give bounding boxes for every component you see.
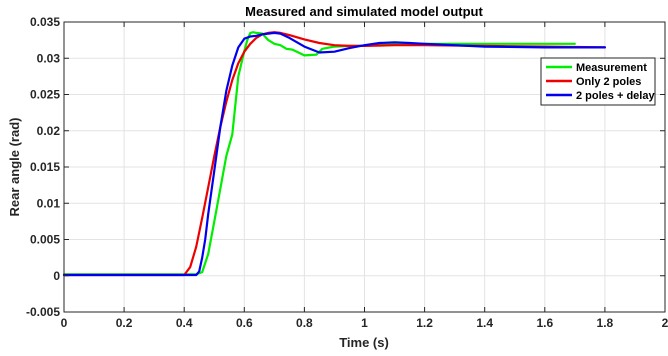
x-axis-label: Time (s)	[339, 335, 389, 350]
legend-label: 2 poles + delay	[576, 90, 655, 102]
y-axis-label: Rear angle (rad)	[7, 118, 22, 217]
x-tick-label: 1.8	[597, 316, 614, 330]
y-tick-label: 0.025	[30, 88, 60, 102]
legend: Measurement Only 2 poles 2 poles + delay	[540, 57, 656, 106]
series-layer	[62, 31, 607, 277]
ticks	[63, 21, 666, 313]
y-tick-label: 0.03	[37, 51, 61, 65]
x-tick-label: 1	[361, 316, 368, 330]
y-tick-label: -0.005	[26, 305, 60, 319]
x-tick-label: 2	[662, 316, 668, 330]
x-tick-labels: 0 0.2 0.4 0.6 0.8 1 1.2 1.4 1.6 1.8 2	[61, 316, 668, 330]
y-tick-labels: -0.005 0 0.005 0.01 0.015 0.02 0.025 0.03 0.035	[26, 15, 60, 319]
y-tick-label: 0	[53, 269, 60, 283]
y-tick-label: 0.01	[37, 196, 61, 210]
x-tick-label: 0.6	[236, 316, 253, 330]
y-tick-label: 0.015	[30, 160, 60, 174]
x-tick-label: 1.2	[416, 316, 433, 330]
y-tick-label: 0.005	[30, 233, 60, 247]
x-tick-label: 1.6	[536, 316, 553, 330]
x-tick-label: 0.2	[116, 316, 133, 330]
legend-label: Measurement	[576, 62, 647, 74]
x-tick-label: 0.4	[176, 316, 193, 330]
legend-items: Measurement Only 2 poles 2 poles + delay	[546, 62, 655, 102]
x-tick-label: 0.8	[296, 316, 313, 330]
series-line-2-poles-delay	[62, 31, 607, 277]
chart-title: Measured and simulated model output	[245, 4, 483, 19]
legend-label: Only 2 poles	[576, 76, 641, 88]
x-tick-label: 0	[61, 316, 68, 330]
x-tick-label: 1.4	[476, 316, 493, 330]
y-tick-label: 0.02	[37, 124, 61, 138]
y-tick-label: 0.035	[30, 15, 60, 29]
